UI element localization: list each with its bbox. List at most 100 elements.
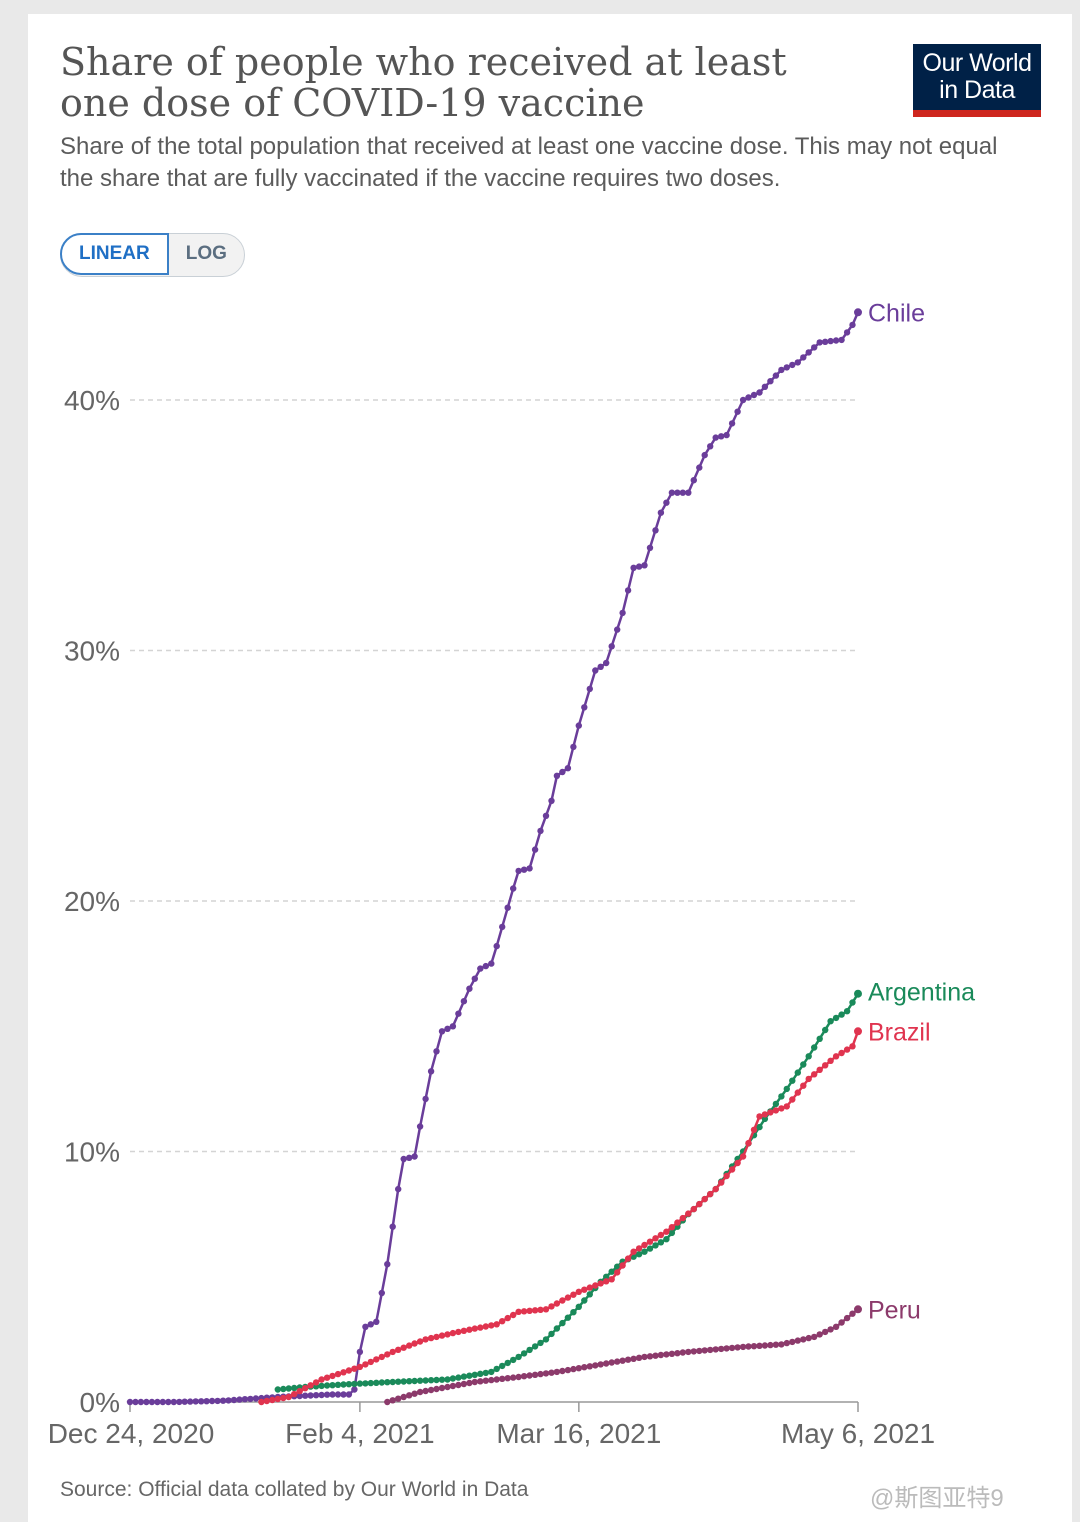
data-point <box>274 1386 281 1393</box>
data-point <box>553 1325 561 1332</box>
data-point <box>849 999 856 1006</box>
data-point <box>663 499 670 506</box>
data-point <box>838 1011 845 1018</box>
data-point <box>657 1351 665 1359</box>
data-point <box>778 1105 785 1112</box>
data-point <box>822 338 829 345</box>
data-point <box>646 1245 654 1252</box>
data-point <box>482 1369 489 1377</box>
data-point <box>460 998 468 1005</box>
data-point <box>646 1238 654 1245</box>
data-point <box>816 1066 823 1074</box>
data-point <box>356 1380 364 1387</box>
data-point <box>367 1321 374 1328</box>
data-point <box>208 1397 216 1405</box>
data-point <box>302 1385 309 1392</box>
data-point <box>466 1372 473 1379</box>
data-point <box>356 1363 364 1371</box>
data-point <box>783 1085 790 1093</box>
data-point <box>373 1356 380 1363</box>
data-point <box>564 1294 572 1301</box>
data-point <box>822 1062 829 1069</box>
data-point <box>433 1376 440 1384</box>
data-point <box>384 1351 391 1358</box>
data-point <box>389 1378 396 1386</box>
data-point <box>800 1082 807 1089</box>
data-point <box>800 354 807 361</box>
data-point <box>811 344 818 351</box>
data-point <box>794 1069 801 1076</box>
data-point <box>477 965 484 972</box>
linear-scale-button[interactable]: LINEAR <box>60 233 169 275</box>
data-point <box>176 1398 183 1406</box>
data-point <box>646 1353 654 1360</box>
data-point <box>510 1374 517 1381</box>
data-point <box>745 394 752 401</box>
data-point <box>849 1310 856 1317</box>
data-point <box>586 1284 593 1291</box>
series-brazil <box>258 1027 862 1406</box>
data-point <box>318 1391 325 1399</box>
data-point <box>679 1214 686 1222</box>
data-point <box>318 1376 325 1383</box>
data-point <box>280 1394 287 1402</box>
data-point <box>482 962 489 970</box>
data-point <box>466 985 473 992</box>
data-point <box>575 1365 582 1372</box>
data-point <box>619 1357 626 1364</box>
data-point <box>827 1018 834 1025</box>
log-scale-button[interactable]: LOG <box>185 243 227 264</box>
data-point <box>192 1398 199 1405</box>
x-tick-label: Dec 24, 2020 <box>48 1418 215 1449</box>
data-point <box>438 1028 446 1035</box>
source-note: Source: Official data collated by Our Wo… <box>60 1478 529 1501</box>
data-point <box>148 1398 156 1406</box>
data-point <box>586 685 593 693</box>
data-point <box>477 1324 484 1331</box>
data-point <box>471 975 478 982</box>
data-point <box>427 1334 435 1342</box>
data-point <box>416 1388 424 1396</box>
data-point <box>586 1291 593 1298</box>
data-point <box>504 1359 511 1367</box>
data-point <box>531 1371 539 1379</box>
data-point <box>187 1398 194 1405</box>
data-point <box>395 1395 402 1402</box>
data-point <box>455 1374 462 1381</box>
data-point <box>416 1123 424 1130</box>
data-point <box>553 1368 561 1376</box>
data-point <box>537 827 544 835</box>
data-point <box>559 1367 566 1375</box>
data-point <box>488 1322 495 1329</box>
data-point <box>728 1166 736 1173</box>
data-point <box>334 1381 342 1389</box>
data-point <box>685 1348 692 1356</box>
data-point <box>334 1391 342 1398</box>
data-point <box>745 1139 752 1147</box>
data-point <box>723 431 730 439</box>
data-point <box>789 1077 796 1084</box>
data-point <box>597 663 604 670</box>
data-point <box>849 1043 856 1050</box>
x-axis: Dec 24, 2020 Feb 4, 2021 Mar 16, 2021 May 6… <box>48 1401 935 1449</box>
data-point <box>515 867 522 875</box>
data-point <box>460 1380 468 1388</box>
data-point <box>619 1262 626 1269</box>
data-point <box>849 321 856 329</box>
data-point <box>767 1341 774 1349</box>
data-point <box>466 1379 473 1387</box>
data-point <box>263 1397 270 1405</box>
data-point <box>822 1328 829 1336</box>
data-point <box>427 1386 435 1394</box>
data-point <box>345 1367 353 1374</box>
data-point <box>493 1376 500 1383</box>
data-point <box>296 1392 303 1400</box>
data-point <box>351 1386 358 1393</box>
data-point <box>608 643 615 650</box>
data-point <box>143 1398 150 1406</box>
owid-logo[interactable]: Our World in Data <box>913 44 1041 117</box>
series-lines <box>126 308 862 1406</box>
data-point <box>827 1057 834 1065</box>
data-point <box>449 1023 457 1030</box>
